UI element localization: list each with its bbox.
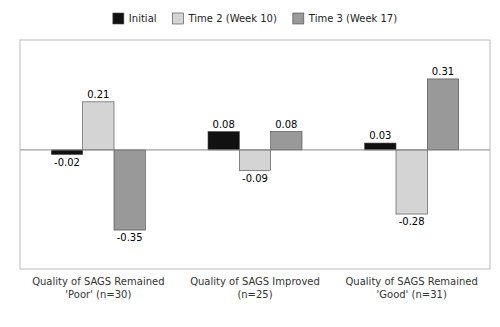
bars xyxy=(51,79,458,230)
data-label: 0.21 xyxy=(87,89,109,100)
legend-swatch xyxy=(293,13,304,24)
data-label: -0.09 xyxy=(242,173,268,184)
legend-label: Time 3 (Week 17) xyxy=(308,13,397,24)
legend-swatch xyxy=(173,13,184,24)
bar xyxy=(239,150,270,171)
data-labels: -0.02 0.08 0.03 0.21 -0.09 -0.28 -0.35 0.08 0.31 xyxy=(54,66,454,243)
bar xyxy=(365,143,396,150)
legend: Initial Time 2 (Week 10) Time 3 (Week 17) xyxy=(113,13,397,24)
data-label: 0.08 xyxy=(213,119,235,130)
legend-swatch xyxy=(113,13,124,24)
x-tick-label: Quality of SAGS Remained'Good' (n=31) xyxy=(345,276,477,300)
bar xyxy=(114,150,145,230)
data-label: 0.03 xyxy=(369,130,391,141)
bar xyxy=(427,79,458,150)
zero-line xyxy=(20,149,490,150)
bar xyxy=(51,150,82,155)
bar xyxy=(208,132,239,150)
chart: -0.02 0.08 0.03 0.21 -0.09 -0.28 -0.35 0.08 0.31… xyxy=(0,0,500,327)
data-label: -0.02 xyxy=(54,157,80,168)
data-label: -0.35 xyxy=(117,232,143,243)
bar xyxy=(271,132,302,150)
legend-label: Initial xyxy=(129,13,157,24)
data-label: 0.31 xyxy=(432,66,454,77)
legend-item: Initial xyxy=(113,13,157,24)
data-label: 0.08 xyxy=(275,119,297,130)
data-label: -0.28 xyxy=(399,216,425,227)
legend-item: Time 2 (Week 10) xyxy=(173,13,277,24)
bar xyxy=(396,150,427,214)
x-tick-label: Quality of SAGS Remained'Poor' (n=30) xyxy=(32,276,164,300)
legend-label: Time 2 (Week 10) xyxy=(188,13,277,24)
plot-frame xyxy=(20,40,490,269)
legend-item: Time 3 (Week 17) xyxy=(293,13,397,24)
bar xyxy=(83,102,114,150)
x-tick-label: Quality of SAGS Improved(n=25) xyxy=(190,276,320,300)
